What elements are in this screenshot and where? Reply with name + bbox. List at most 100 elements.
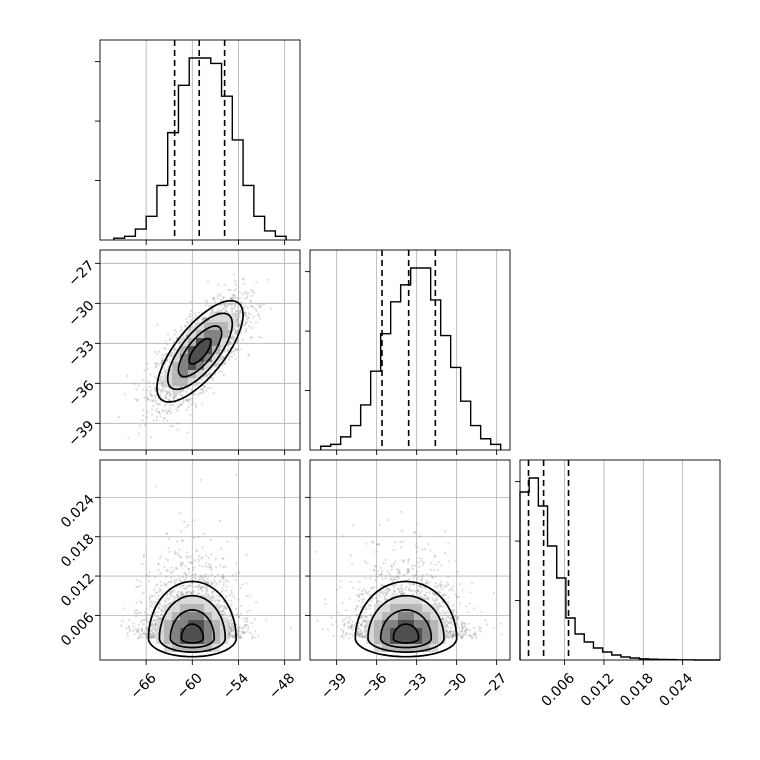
sample-point bbox=[235, 313, 238, 316]
sample-point bbox=[202, 316, 205, 319]
sample-point bbox=[219, 564, 222, 567]
sample-point bbox=[231, 311, 234, 314]
density-cell bbox=[172, 362, 180, 370]
sample-point bbox=[234, 357, 238, 360]
sample-point bbox=[172, 340, 176, 343]
sample-point bbox=[152, 419, 155, 422]
sample-point bbox=[132, 622, 135, 625]
sample-point bbox=[229, 337, 232, 341]
sample-point bbox=[229, 289, 232, 292]
contour-line bbox=[188, 337, 212, 365]
sample-point bbox=[161, 353, 165, 356]
sample-point bbox=[161, 359, 164, 362]
sample-point bbox=[221, 298, 224, 301]
density-cell bbox=[180, 370, 188, 378]
density-cell bbox=[212, 338, 220, 346]
sample-point bbox=[135, 612, 138, 615]
sample-point bbox=[137, 623, 140, 627]
sample-point bbox=[246, 610, 249, 613]
sample-point bbox=[199, 478, 202, 481]
sample-point bbox=[166, 391, 169, 394]
sample-point bbox=[155, 362, 158, 365]
sample-point bbox=[146, 362, 149, 365]
sample-point bbox=[219, 303, 222, 306]
sample-point bbox=[233, 302, 236, 305]
sample-point bbox=[122, 607, 125, 610]
sample-point bbox=[155, 402, 158, 405]
histogram-step bbox=[319, 267, 502, 450]
sample-point bbox=[182, 584, 185, 587]
sample-point bbox=[207, 563, 211, 566]
sample-point bbox=[244, 304, 247, 307]
sample-point bbox=[161, 388, 164, 391]
sample-point bbox=[175, 540, 179, 543]
sample-point bbox=[160, 381, 164, 384]
density-cell bbox=[180, 362, 188, 370]
sample-point bbox=[239, 587, 242, 590]
sample-point bbox=[207, 566, 210, 569]
sample-point bbox=[141, 562, 144, 566]
sample-point bbox=[163, 582, 166, 585]
sample-point bbox=[178, 341, 181, 344]
sample-point bbox=[175, 348, 178, 351]
sample-point bbox=[147, 381, 150, 384]
sample-point bbox=[218, 600, 221, 603]
sample-point bbox=[211, 297, 214, 300]
sample-point bbox=[160, 613, 163, 616]
sample-point bbox=[166, 390, 169, 393]
sample-point bbox=[134, 382, 137, 385]
sample-point bbox=[204, 316, 207, 320]
sample-point bbox=[161, 379, 164, 383]
sample-point bbox=[250, 336, 253, 339]
sample-point bbox=[208, 371, 211, 375]
sample-point bbox=[149, 385, 152, 388]
sample-point bbox=[235, 562, 238, 565]
sample-point bbox=[244, 322, 248, 325]
sample-point bbox=[167, 537, 170, 540]
sample-point bbox=[228, 342, 231, 345]
sample-point bbox=[157, 594, 160, 597]
sample-point bbox=[176, 422, 179, 425]
sample-point bbox=[174, 408, 178, 411]
sample-point bbox=[161, 357, 165, 360]
sample-point bbox=[153, 389, 156, 393]
sample-point bbox=[159, 375, 163, 378]
sample-point bbox=[146, 410, 149, 413]
sample-point bbox=[167, 409, 171, 413]
sample-point bbox=[233, 353, 236, 356]
sample-point bbox=[202, 385, 205, 388]
density-cell bbox=[204, 362, 212, 370]
histogram-panel-p0 bbox=[95, 39, 301, 241]
sample-point bbox=[233, 289, 236, 292]
sample-point bbox=[178, 577, 181, 580]
sample-point bbox=[179, 511, 182, 515]
sample-point bbox=[189, 413, 192, 417]
sample-point bbox=[189, 321, 192, 324]
sample-point bbox=[165, 392, 168, 395]
density-cell bbox=[196, 354, 204, 362]
sample-point bbox=[192, 585, 195, 589]
sample-point bbox=[257, 314, 261, 317]
density-cell bbox=[172, 370, 180, 378]
sample-point bbox=[231, 303, 234, 306]
sample-point bbox=[161, 408, 164, 412]
sample-point bbox=[234, 329, 237, 332]
sample-point bbox=[135, 609, 139, 612]
sample-point bbox=[166, 358, 169, 361]
sample-point bbox=[165, 403, 168, 406]
sample-point bbox=[154, 591, 157, 594]
sample-point bbox=[228, 355, 231, 358]
sample-point bbox=[142, 378, 145, 382]
sample-point bbox=[231, 293, 235, 296]
density-cell bbox=[220, 330, 228, 338]
sample-point bbox=[216, 297, 220, 300]
sample-point bbox=[164, 339, 167, 343]
sample-point bbox=[163, 417, 166, 420]
sample-point bbox=[244, 290, 247, 294]
sample-point bbox=[231, 296, 234, 299]
sample-point bbox=[255, 281, 258, 284]
sample-point bbox=[207, 581, 210, 584]
sample-point bbox=[136, 398, 139, 402]
sample-point bbox=[242, 277, 245, 280]
sample-point bbox=[180, 530, 183, 533]
